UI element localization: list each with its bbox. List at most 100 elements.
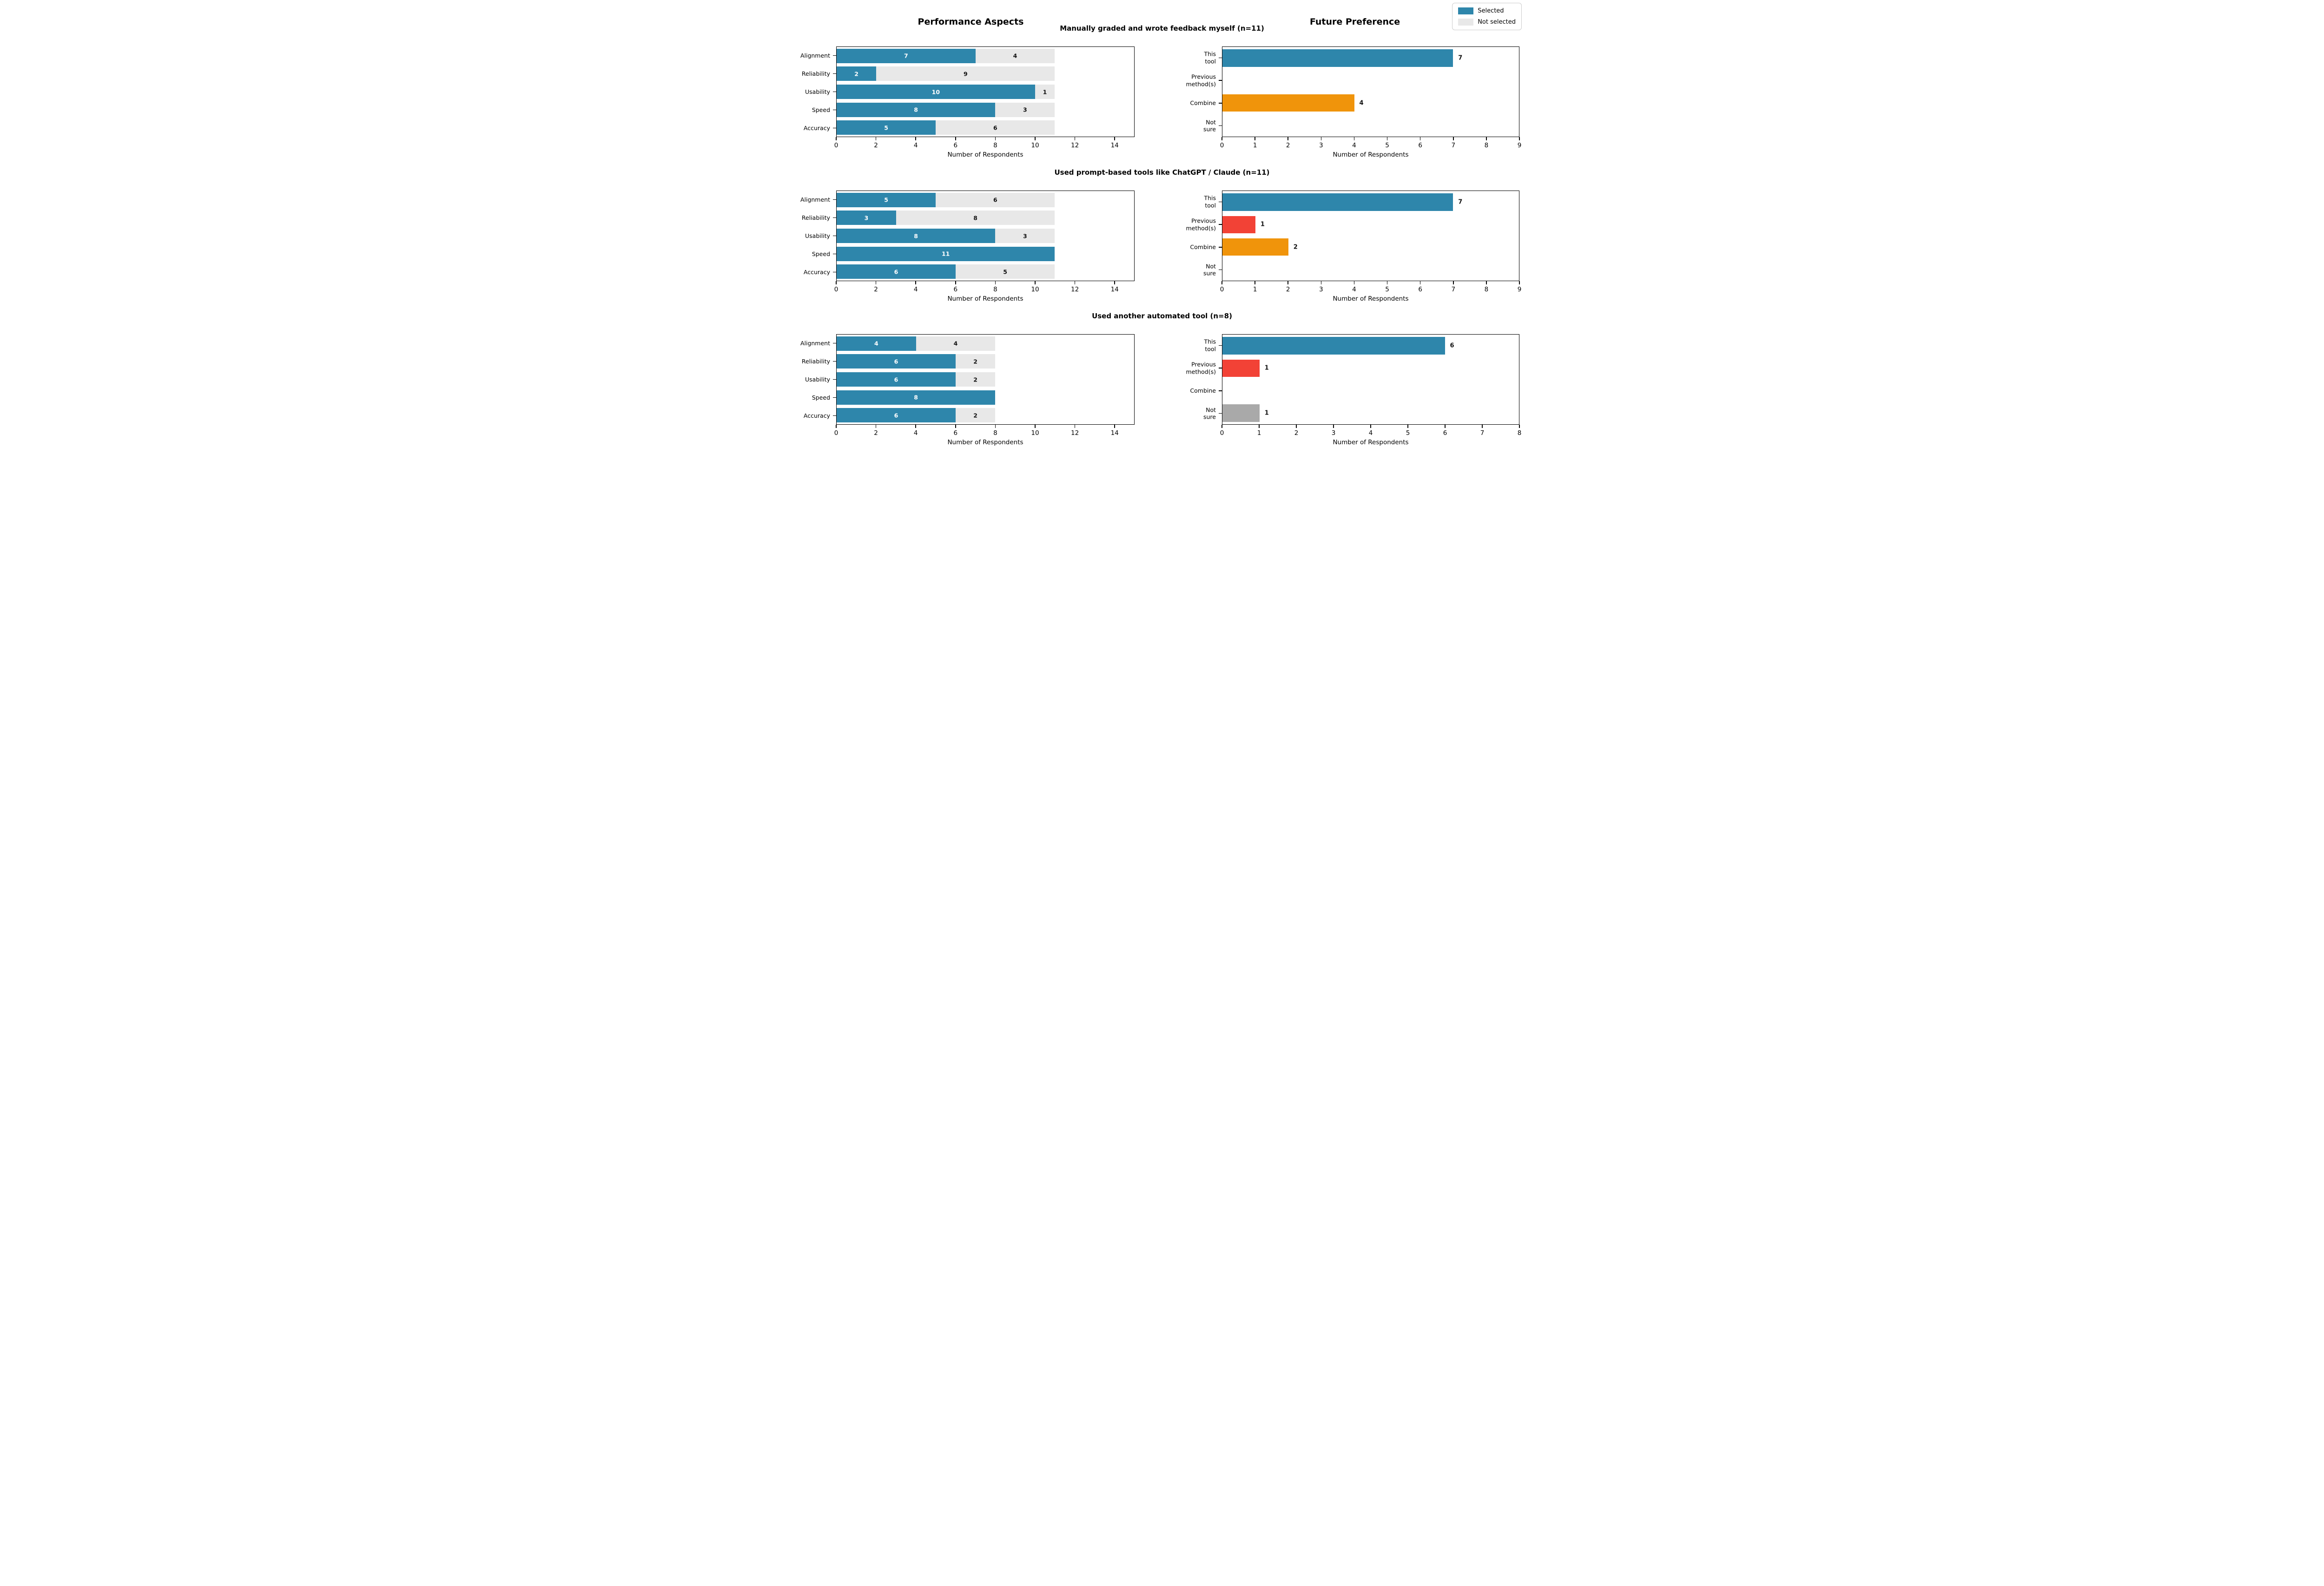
x-tick-label: 2	[1286, 142, 1290, 149]
not-selected-bar	[876, 66, 1055, 81]
legend-item-not-selected: Not selected	[1458, 19, 1516, 26]
y-axis-label: Alignment	[800, 196, 830, 203]
y-axis-label: Speed	[812, 106, 830, 113]
y-tick	[833, 55, 836, 56]
not-selected-bar	[956, 264, 1055, 279]
x-tick	[836, 137, 837, 140]
preference-bar	[1222, 337, 1445, 355]
x-tick	[995, 137, 996, 140]
x-tick-label: 14	[1110, 142, 1119, 149]
x-tick	[1320, 137, 1322, 140]
selected-value-label: 8	[914, 232, 918, 239]
y-axis-label: Combine	[1190, 387, 1216, 395]
selected-bar	[837, 66, 877, 81]
y-axis-label: Not sure	[1203, 406, 1216, 421]
x-tick-label: 5	[1385, 286, 1389, 293]
row1-subtitle: Manually graded and wrote feedback mysel…	[1060, 24, 1264, 33]
not-selected-bar	[956, 408, 996, 423]
y-tick	[833, 342, 836, 344]
selected-bar	[837, 246, 1055, 261]
selected-bar	[837, 390, 996, 405]
not-selected-value-label: 9	[963, 70, 968, 78]
x-tick	[1370, 425, 1371, 428]
not-selected-value-label: 3	[1023, 232, 1027, 239]
plot-area: 7 4 2 9 10 1 8 3 5 6	[836, 46, 1135, 137]
selected-bar	[837, 102, 996, 117]
x-tick	[955, 281, 956, 284]
preference-bar	[1222, 49, 1453, 67]
y-tick	[1219, 224, 1222, 225]
x-tick-label: 4	[1352, 286, 1356, 293]
selected-bar	[837, 336, 916, 351]
preference-value-label: 7	[1458, 54, 1463, 62]
x-tick-label: 4	[1352, 142, 1356, 149]
preference-value-label: 6	[1450, 342, 1454, 349]
x-tick-label: 3	[1319, 286, 1323, 293]
x-tick-label: 3	[1319, 142, 1323, 149]
x-tick-label: 6	[953, 286, 958, 293]
not-selected-value-label: 8	[973, 214, 978, 222]
figure: Performance Aspects Future Preference Se…	[798, 0, 1526, 448]
preference-value-label: 1	[1264, 409, 1269, 417]
preference-chart-row3: 6 1 1 This tool Previous method(s) Combine Not…	[1186, 334, 1521, 446]
x-axis-label: Number of Respondents	[947, 151, 1023, 158]
x-tick	[995, 281, 996, 284]
x-tick	[1333, 425, 1334, 428]
x-tick	[875, 137, 877, 140]
x-tick	[1320, 281, 1322, 284]
y-axis-label: Reliability	[801, 70, 830, 77]
y-tick	[833, 109, 836, 111]
x-tick-label: 2	[1294, 429, 1299, 437]
selected-value-label: 6	[894, 412, 898, 419]
y-axis-label: Accuracy	[803, 412, 830, 419]
x-tick	[1419, 281, 1421, 284]
x-tick-label: 14	[1110, 429, 1119, 437]
x-axis-label: Number of Respondents	[947, 439, 1023, 446]
x-tick	[915, 137, 916, 140]
x-tick	[1386, 281, 1388, 284]
y-axis-label: Previous method(s)	[1186, 361, 1216, 375]
x-tick-label: 9	[1517, 286, 1522, 293]
x-tick-label: 9	[1517, 142, 1522, 149]
y-axis-label: Previous method(s)	[1186, 73, 1216, 88]
selected-bar	[837, 372, 956, 387]
y-axis-label: Reliability	[801, 214, 830, 221]
plot-area: 4 4 6 2 6 2 8 6 2	[836, 334, 1135, 425]
selected-value-label: 2	[854, 70, 859, 78]
x-tick-label: 10	[1031, 286, 1039, 293]
x-tick	[1353, 137, 1355, 140]
x-tick-label: 1	[1253, 142, 1257, 149]
x-tick	[955, 425, 956, 428]
y-tick	[1219, 103, 1222, 104]
not-selected-bar	[995, 229, 1055, 243]
x-tick-label: 2	[874, 142, 878, 149]
x-tick	[1035, 425, 1036, 428]
x-tick-label: 8	[993, 429, 997, 437]
x-tick	[836, 281, 837, 284]
not-selected-value-label: 6	[993, 196, 997, 204]
x-tick-label: 2	[874, 429, 878, 437]
x-tick	[1074, 425, 1076, 428]
x-tick-label: 4	[913, 142, 918, 149]
legend-label: Not selected	[1478, 19, 1516, 26]
y-tick	[1219, 368, 1222, 369]
preference-bar	[1222, 94, 1354, 112]
x-tick-label: 6	[1418, 286, 1422, 293]
y-axis-label: Speed	[812, 394, 830, 401]
preference-value-label: 2	[1293, 243, 1298, 251]
x-tick-label: 8	[1484, 286, 1489, 293]
x-tick-label: 12	[1071, 286, 1079, 293]
preference-value-label: 4	[1359, 99, 1364, 107]
x-tick-label: 7	[1480, 429, 1485, 437]
not-selected-value-label: 4	[1013, 52, 1017, 59]
plot-area: 5 6 3 8 8 3 11 6 5	[836, 191, 1135, 281]
x-tick-label: 5	[1406, 429, 1410, 437]
x-tick-label: 4	[913, 286, 918, 293]
selected-bar	[837, 48, 976, 63]
selected-value-label: 6	[894, 268, 898, 276]
x-tick-label: 6	[1418, 142, 1422, 149]
not-selected-value-label: 2	[973, 412, 978, 419]
y-axis-label: Not sure	[1203, 118, 1216, 133]
x-tick	[1114, 281, 1115, 284]
